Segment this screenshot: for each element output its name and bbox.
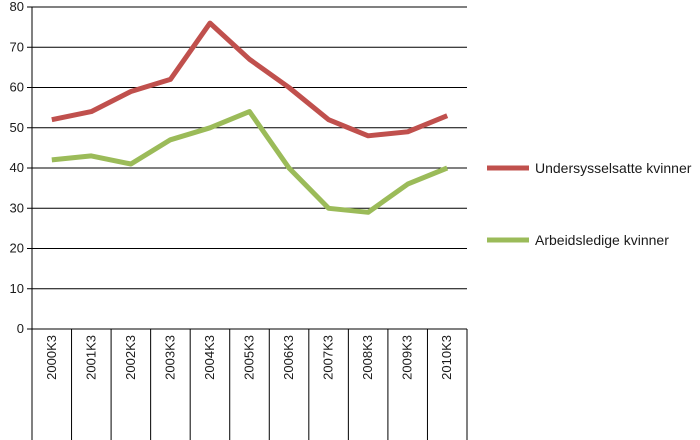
x-tick-label: 2008K3	[360, 335, 375, 380]
x-tick-label: 2005K3	[242, 335, 257, 380]
axes	[31, 7, 468, 440]
series-line-1	[51, 109, 449, 215]
y-tick-label: 30	[10, 200, 24, 215]
series-line-0	[51, 20, 449, 139]
y-tick-label: 80	[10, 0, 24, 14]
x-tick-label: 2001K3	[83, 335, 98, 380]
x-tick-label: 2003K3	[162, 335, 177, 380]
x-axis-ticks: 2000K3 2001K3 2002K3 2003K3 2004K3 2005K3 2006…	[44, 335, 454, 380]
x-tick-label: 2006K3	[281, 335, 296, 380]
y-axis-ticks: 0 10 20 30 40 50 60 70 80	[10, 0, 32, 336]
x-tick-label: 2004K3	[202, 335, 217, 380]
legend-label-0: Undersysselsatte kvinner	[535, 160, 692, 176]
y-tick-label: 40	[10, 160, 24, 175]
y-tick-label: 60	[10, 80, 24, 95]
legend-label-1: Arbeidsledige kvinner	[535, 232, 669, 248]
series-lines	[51, 20, 449, 215]
y-tick-label: 20	[10, 241, 24, 256]
y-tick-label: 50	[10, 120, 24, 135]
x-tick-label: 2009K3	[400, 335, 415, 380]
gridlines	[32, 6, 467, 330]
x-tick-label: 2002K3	[123, 335, 138, 380]
y-tick-label: 70	[10, 39, 24, 54]
x-tick-label: 2010K3	[439, 335, 454, 380]
y-tick-label: 0	[17, 321, 24, 336]
x-tick-label: 2000K3	[44, 335, 59, 380]
x-tick-label: 2007K3	[321, 335, 336, 380]
y-tick-label: 10	[10, 281, 24, 296]
legend: Undersysselsatte kvinner Arbeidsledige kv…	[487, 160, 692, 248]
